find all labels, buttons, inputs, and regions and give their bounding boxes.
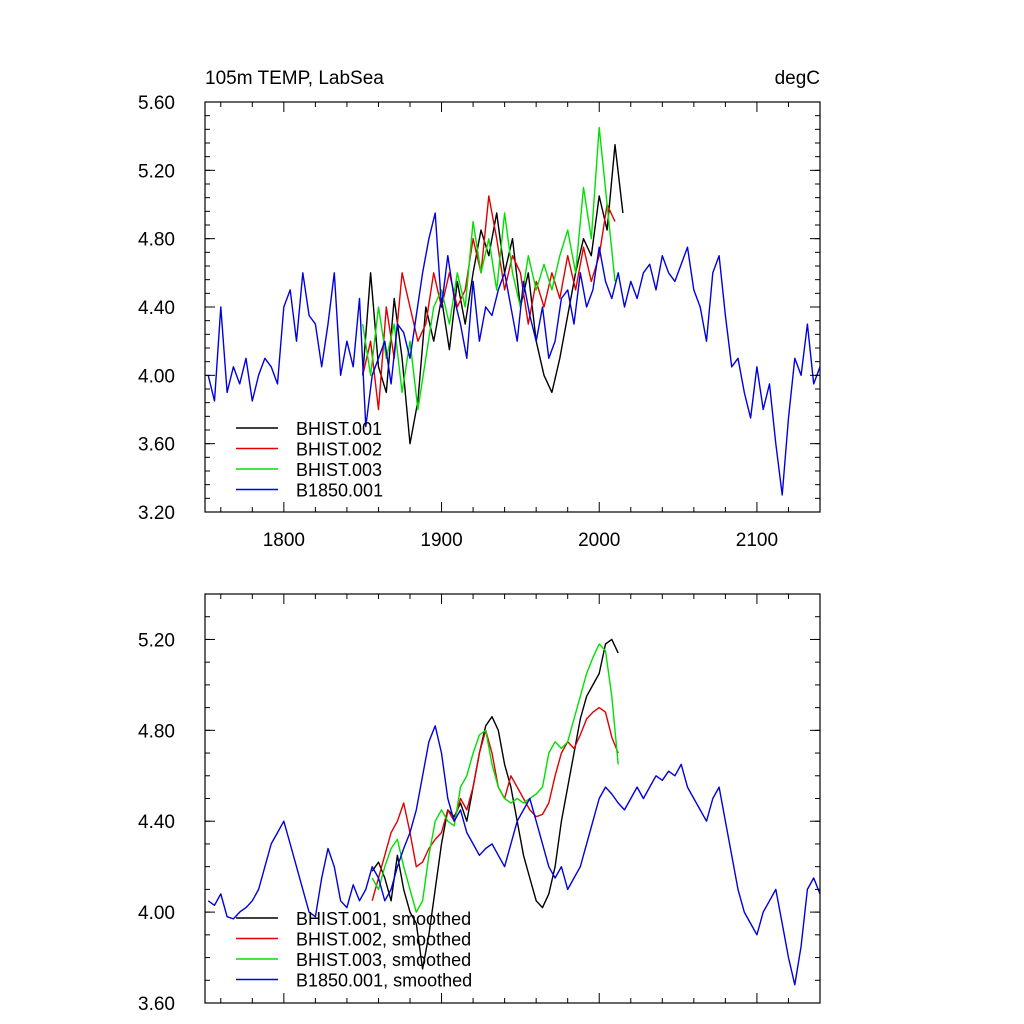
legend-label: B1850.001, smoothed	[296, 971, 472, 991]
y-tick-label: 3.60	[138, 435, 175, 456]
y-tick-label: 3.20	[138, 503, 175, 524]
y-tick-label: 4.00	[138, 903, 175, 924]
legend-label: BHIST.001, smoothed	[296, 909, 471, 929]
y-tick-label: 3.60	[138, 994, 175, 1015]
legend-label: BHIST.002	[296, 440, 382, 460]
series-line-1	[362, 143, 624, 445]
legend-label: B1850.001	[296, 481, 383, 501]
y-tick-label: 4.00	[138, 366, 175, 387]
series-line-2	[362, 195, 616, 411]
series-line-3	[362, 126, 616, 411]
x-tick-label: 1900	[420, 530, 462, 551]
y-tick-label: 5.20	[138, 161, 175, 182]
chart-top: 105m TEMP, LabSea degC 1800 1900 2000 2100 3…	[138, 68, 821, 551]
series-line-4	[207, 725, 820, 986]
y-tick-label: 4.40	[138, 298, 175, 319]
series-line-2	[371, 706, 619, 901]
y-tick-label: 4.80	[138, 230, 175, 251]
legend-label: BHIST.002, smoothed	[296, 930, 471, 950]
series-line-3	[371, 643, 619, 913]
x-tick-label: 2000	[578, 530, 620, 551]
series-group	[207, 126, 820, 496]
y-tick-label: 4.40	[138, 812, 175, 833]
x-tick-label: 2100	[736, 530, 778, 551]
series-group	[207, 638, 820, 986]
legend-label: BHIST.003	[296, 460, 382, 480]
y-tick-label: 4.80	[138, 721, 175, 742]
y-tick-label: 5.20	[138, 630, 175, 651]
chart-units: degC	[775, 68, 820, 89]
legend-label: BHIST.001	[296, 419, 382, 439]
legend-label: BHIST.003, smoothed	[296, 950, 471, 970]
series-line-4	[207, 212, 820, 496]
y-tick-label: 5.60	[138, 93, 175, 114]
x-tick-label: 1800	[263, 530, 305, 551]
top-plot-area: 1800 1900 2000 2100 3.20 3.60 4.00 4.40 4.80 5.20…	[138, 93, 821, 551]
chart-title: 105m TEMP, LabSea	[205, 68, 384, 89]
series-line-1	[371, 638, 619, 970]
